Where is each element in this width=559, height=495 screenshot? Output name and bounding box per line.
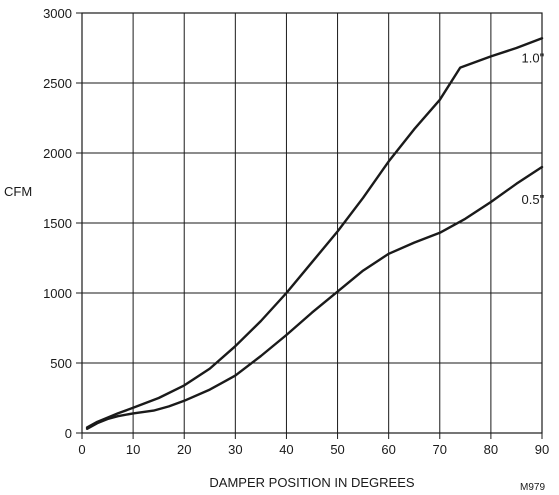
grid [81, 12, 543, 434]
y-tick-label: 1500 [43, 216, 72, 231]
x-tick-label: 10 [126, 442, 140, 457]
axes [76, 12, 543, 439]
x-tick-label: 30 [228, 442, 242, 457]
plot-frame [81, 12, 543, 434]
y-tick-label: 2000 [43, 146, 72, 161]
x-tick-label: 80 [484, 442, 498, 457]
series-line [85, 37, 544, 429]
series-label: 0.5" [522, 192, 545, 207]
x-tick-label: 50 [330, 442, 344, 457]
y-tick-label: 0 [65, 426, 72, 441]
y-tick-label: 1000 [43, 286, 72, 301]
x-tick-label: 70 [433, 442, 447, 457]
y-tick-label: 3000 [43, 6, 72, 21]
labels: 0 10 20 30 40 50 60 70 80 90 0 500 1000 1500 2000 2500 3… [43, 6, 549, 457]
series-line [85, 165, 544, 430]
y-axis-title: CFM [4, 184, 32, 199]
figure-id: M979 [520, 482, 545, 493]
x-axis-title: DAMPER POSITION IN DEGREES [209, 475, 414, 490]
x-tick-label: 90 [535, 442, 549, 457]
x-tick-label: 40 [279, 442, 293, 457]
x-tick-label: 0 [78, 442, 85, 457]
series [85, 37, 544, 430]
y-tick-label: 2500 [43, 76, 72, 91]
series-label: 1.0" [522, 51, 545, 66]
y-tick-label: 500 [50, 356, 72, 371]
x-tick-label: 20 [177, 442, 191, 457]
x-tick-label: 60 [381, 442, 395, 457]
